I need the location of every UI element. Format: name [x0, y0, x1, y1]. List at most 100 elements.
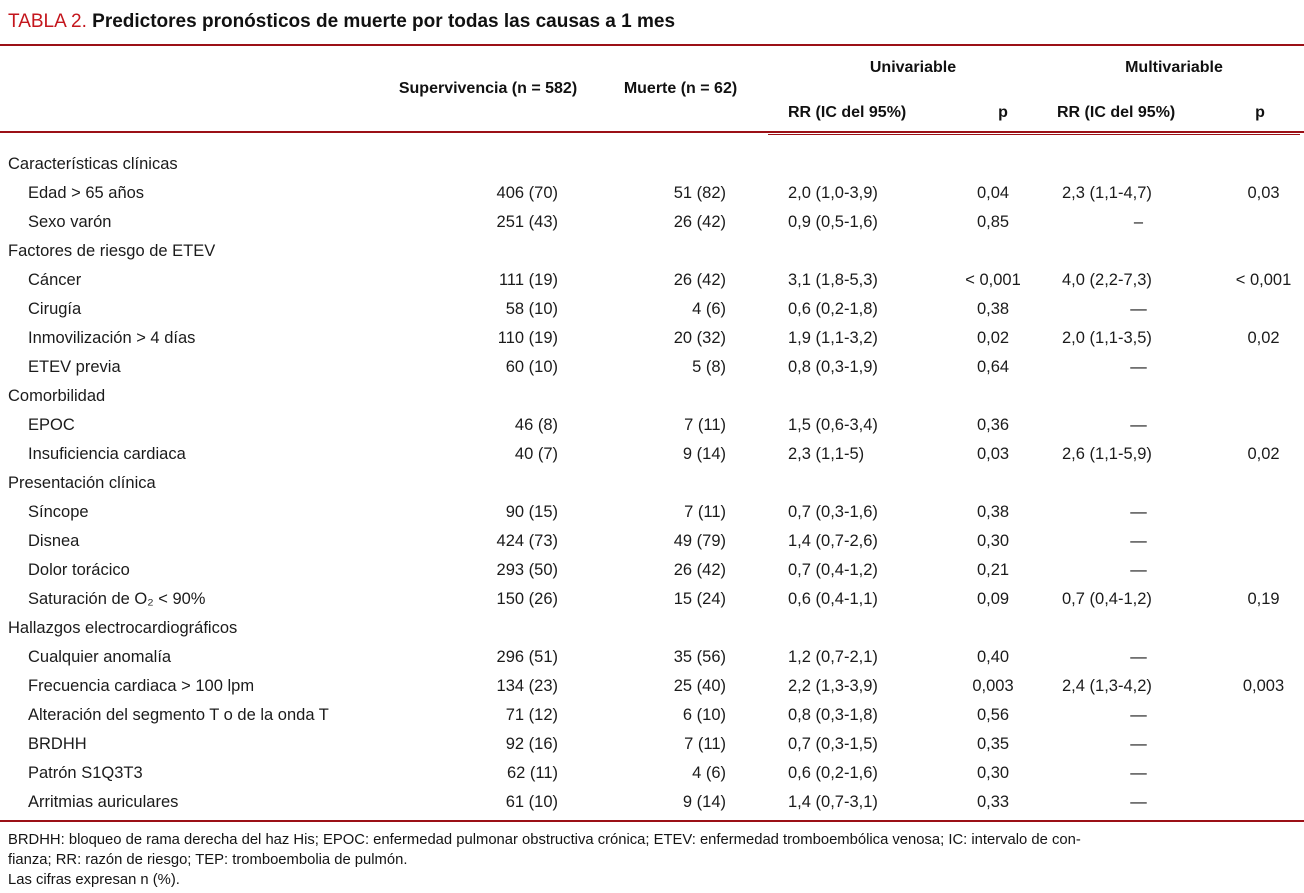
cell-muerte: 26 (42)	[673, 271, 726, 289]
cell-muerte: 35 (56)	[673, 648, 726, 666]
table-row: Cirugía 58 (10) 4 (6) 0,6 (0,2-1,8) 0,38…	[0, 295, 1304, 324]
cell-rr-univariable: 0,9 (0,5-1,6)	[788, 213, 878, 231]
cell-p-multivariable: 0,02	[1247, 329, 1280, 347]
table-number-label: TABLA 2.	[8, 11, 87, 32]
cell-supervivencia: 406 (70)	[496, 184, 558, 202]
cell-p-univariable: 0,21	[976, 561, 1010, 579]
table-row: Síncope 90 (15) 7 (11) 0,7 (0,3-1,6) 0,3…	[0, 498, 1304, 527]
cell-muerte: 7 (11)	[684, 416, 726, 434]
row-label: Saturación de O₂ < 90%	[28, 590, 206, 608]
cell-rr-multivariable: —	[1130, 416, 1147, 434]
cell-muerte: 4 (6)	[692, 764, 726, 782]
cell-supervivencia: 251 (43)	[496, 213, 558, 231]
group-underline-rule	[768, 134, 1300, 135]
table-row: Saturación de O₂ < 90% 150 (26) 15 (24) …	[0, 585, 1304, 614]
table-title-text: Predictores pronósticos de muerte por to…	[92, 11, 676, 32]
table-row: EPOC 46 (8) 7 (11) 1,5 (0,6-3,4) 0,36 —	[0, 411, 1304, 440]
cell-rr-univariable: 0,7 (0,3-1,6)	[788, 503, 878, 521]
column-header-rr-univariable: RR (IC del 95%)	[788, 104, 907, 121]
cell-supervivencia: 92 (16)	[505, 735, 558, 753]
cell-supervivencia: 71 (12)	[505, 706, 558, 724]
cell-rr-univariable: 0,8 (0,3-1,8)	[788, 706, 878, 724]
table-row: Cáncer 111 (19) 26 (42) 3,1 (1,8-5,3) < …	[0, 266, 1304, 295]
cell-p-univariable: 0,85	[976, 213, 1010, 231]
cell-rr-multivariable: 0,7 (0,4-1,2)	[1062, 590, 1152, 608]
cell-supervivencia: 90 (15)	[505, 503, 558, 521]
cell-muerte: 26 (42)	[673, 213, 726, 231]
row-label: Hallazgos electrocardiográficos	[8, 619, 238, 637]
cell-rr-univariable: 3,1 (1,8-5,3)	[788, 271, 878, 289]
table-row: BRDHH 92 (16) 7 (11) 0,7 (0,3-1,5) 0,35 …	[0, 730, 1304, 759]
cell-muerte: 20 (32)	[673, 329, 726, 347]
cell-supervivencia: 62 (11)	[506, 764, 558, 782]
cell-rr-univariable: 0,6 (0,2-1,6)	[788, 764, 878, 782]
table-row: ETEV previa 60 (10) 5 (8) 0,8 (0,3-1,9) …	[0, 353, 1304, 382]
row-label: Presentación clínica	[8, 474, 156, 492]
cell-supervivencia: 150 (26)	[496, 590, 558, 608]
cell-p-univariable: 0,04	[976, 184, 1010, 202]
cell-p-univariable: 0,09	[976, 590, 1010, 608]
cell-p-univariable: < 0,001	[965, 271, 1021, 289]
cell-muerte: 15 (24)	[673, 590, 726, 608]
table-header: Supervivencia (n = 582) Muerte (n = 62) …	[0, 46, 1304, 135]
cell-rr-multivariable: —	[1130, 648, 1147, 666]
footnote-line: BRDHH: bloqueo de rama derecha del haz H…	[8, 832, 1081, 848]
table-row: Edad > 65 años 406 (70) 51 (82) 2,0 (1,0…	[0, 179, 1304, 208]
cell-supervivencia: 60 (10)	[505, 358, 558, 376]
cell-p-univariable: 0,02	[976, 329, 1010, 347]
cell-rr-univariable: 1,4 (0,7-3,1)	[788, 793, 878, 811]
table-row: Patrón S1Q3T3 62 (11) 4 (6) 0,6 (0,2-1,6…	[0, 759, 1304, 788]
cell-p-univariable: 0,35	[976, 735, 1010, 753]
cell-rr-univariable: 0,6 (0,4-1,1)	[788, 590, 878, 608]
column-header-muerte: Muerte (n = 62)	[623, 79, 738, 97]
cell-muerte: 51 (82)	[673, 184, 726, 202]
cell-supervivencia: 424 (73)	[496, 532, 558, 550]
cell-p-univariable: 0,33	[976, 793, 1010, 811]
column-header-p-multivariable: p	[1255, 104, 1265, 121]
cell-muerte: 5 (8)	[692, 358, 726, 376]
table-row: Cualquier anomalía 296 (51) 35 (56) 1,2 …	[0, 643, 1304, 672]
cell-muerte: 9 (14)	[682, 445, 726, 463]
table-row: Dolor torácico 293 (50) 26 (42) 0,7 (0,4…	[0, 556, 1304, 585]
column-header-rr-multivariable: RR (IC del 95%)	[1057, 104, 1176, 121]
cell-supervivencia: 46 (8)	[514, 416, 558, 434]
cell-p-multivariable: 0,03	[1247, 184, 1280, 202]
table-row: Presentación clínica	[0, 469, 1304, 498]
cell-rr-multivariable: —	[1130, 561, 1147, 579]
cell-p-univariable: 0,36	[976, 416, 1010, 434]
cell-rr-multivariable: —	[1130, 706, 1147, 724]
cell-muerte: 25 (40)	[673, 677, 726, 695]
cell-supervivencia: 61 (10)	[505, 793, 558, 811]
table-title: TABLA 2. Predictores pronósticos de muer…	[0, 0, 1304, 34]
cell-muerte: 26 (42)	[673, 561, 726, 579]
footnote-line: Las cifras expresan n (%).	[8, 872, 180, 888]
cell-rr-multivariable: —	[1130, 793, 1147, 811]
cell-p-univariable: 0,38	[976, 503, 1010, 521]
cell-rr-univariable: 2,0 (1,0-3,9)	[788, 184, 878, 202]
table-row: Alteración del segmento T o de la onda T…	[0, 701, 1304, 730]
table-body: Características clínicas Edad > 65 años …	[0, 150, 1304, 817]
cell-rr-multivariable: —	[1130, 532, 1147, 550]
cell-p-univariable: 0,38	[976, 300, 1010, 318]
cell-muerte: 49 (79)	[673, 532, 726, 550]
table-row: Comorbilidad	[0, 382, 1304, 411]
table-row: Insuficiencia cardiaca 40 (7) 9 (14) 2,3…	[0, 440, 1304, 469]
cell-muerte: 9 (14)	[682, 793, 726, 811]
row-label: Edad > 65 años	[28, 184, 145, 202]
cell-rr-multivariable: 2,4 (1,3-4,2)	[1062, 677, 1152, 695]
table-row: Disnea 424 (73) 49 (79) 1,4 (0,7-2,6) 0,…	[0, 527, 1304, 556]
row-label: BRDHH	[28, 735, 87, 753]
cell-rr-univariable: 1,2 (0,7-2,1)	[788, 648, 878, 666]
cell-rr-multivariable: —	[1130, 503, 1147, 521]
cell-muerte: 7 (11)	[684, 503, 726, 521]
row-label: ETEV previa	[28, 358, 121, 376]
footnotes: BRDHH: bloqueo de rama derecha del haz H…	[0, 830, 1304, 890]
cell-p-multivariable: 0,003	[1242, 677, 1285, 695]
row-label: Cáncer	[28, 271, 82, 289]
cell-rr-univariable: 2,2 (1,3-3,9)	[788, 677, 878, 695]
row-label: Insuficiencia cardiaca	[28, 445, 186, 463]
row-label: Disnea	[28, 532, 80, 550]
cell-muerte: 7 (11)	[684, 735, 726, 753]
cell-rr-multivariable: 2,0 (1,1-3,5)	[1062, 329, 1152, 347]
